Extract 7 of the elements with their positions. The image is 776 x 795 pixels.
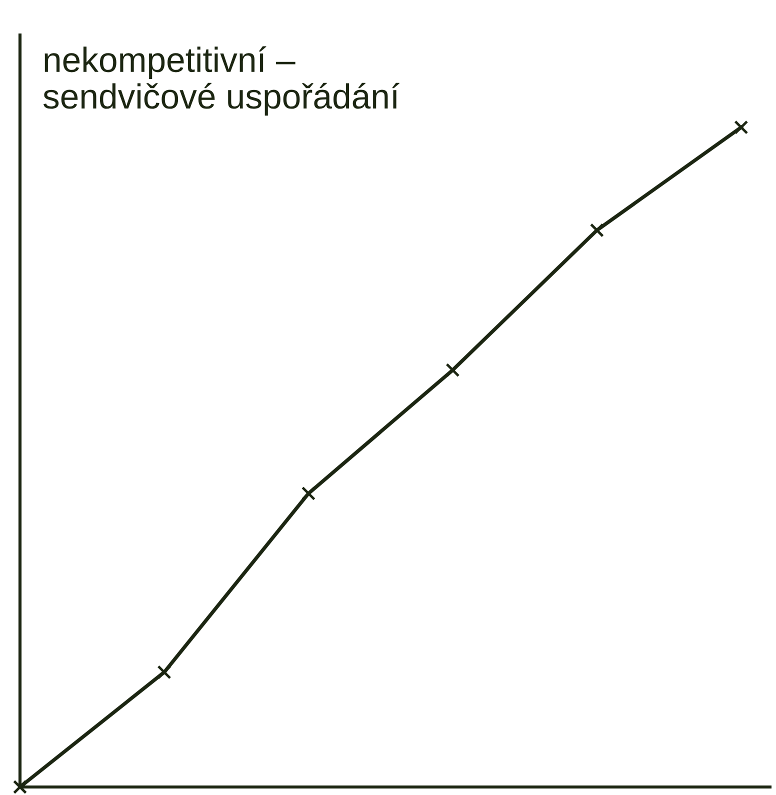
point bbox=[590, 223, 604, 238]
point bbox=[446, 363, 460, 378]
chart-title: nekompetitivní – sendvičové uspořádání bbox=[43, 46, 400, 116]
point bbox=[12, 780, 28, 794]
point bbox=[734, 120, 748, 134]
point bbox=[301, 486, 316, 501]
point bbox=[157, 665, 172, 680]
